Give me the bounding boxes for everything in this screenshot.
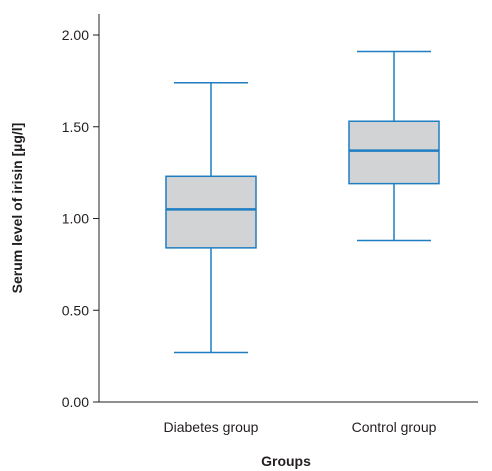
x-category-label: Diabetes group — [164, 419, 259, 435]
iqr-box — [165, 175, 257, 249]
boxes — [165, 50, 440, 354]
box-group — [348, 50, 440, 242]
iqr-box — [348, 120, 440, 185]
x-axis-title: Groups — [261, 453, 311, 469]
y-tick-label: 1.00 — [62, 211, 89, 227]
x-category-label: Control group — [352, 419, 437, 435]
axes — [98, 14, 478, 403]
box-group — [165, 81, 257, 354]
x-labels: Diabetes group Control group — [164, 419, 437, 435]
y-tick-label: 1.50 — [62, 119, 89, 135]
y-axis-title: Serum level of irisin [µg/l] — [9, 123, 25, 294]
y-ticks: 0.00 0.50 1.00 1.50 2.00 — [62, 27, 99, 410]
y-tick-label: 2.00 — [62, 27, 89, 43]
y-tick-label: 0.50 — [62, 302, 89, 318]
y-tick-label: 0.00 — [62, 394, 89, 410]
